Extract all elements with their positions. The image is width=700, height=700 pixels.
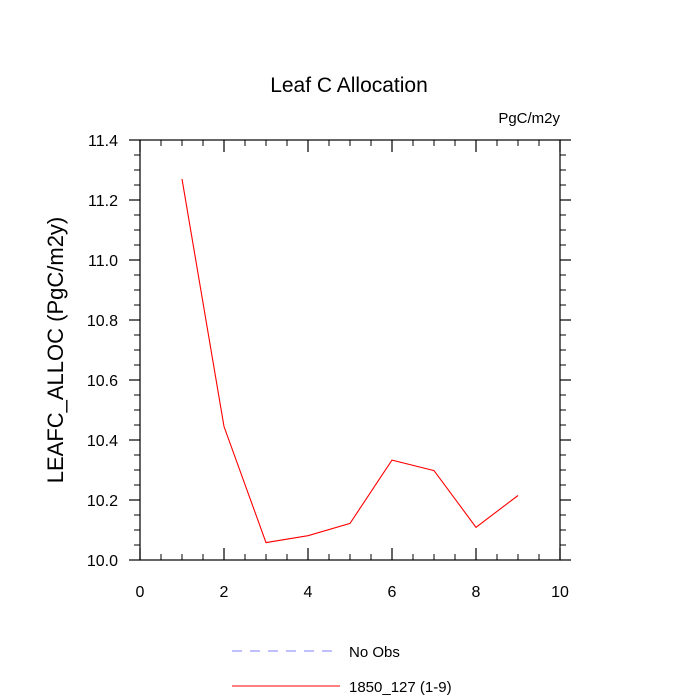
y-tick-label: 10.8 — [87, 313, 118, 330]
series-line — [181, 178, 519, 544]
y-tick-label: 11.0 — [88, 253, 118, 270]
y-tick-label: 10.2 — [87, 493, 118, 510]
y-tick-label: 11.4 — [88, 133, 118, 150]
plot-frame — [139, 139, 561, 561]
y-tick-label: 10.6 — [87, 373, 118, 390]
x-tick-label: 6 — [388, 584, 397, 601]
y-tick-label: 10.0 — [87, 553, 118, 570]
y-axis-label: LEAFC_ALLOC (PgC/m2y) — [43, 217, 68, 484]
x-tick-label: 0 — [136, 584, 145, 601]
y-tick-label: 11.2 — [88, 193, 118, 210]
legend-label: No Obs — [349, 644, 400, 661]
x-tick-label: 4 — [304, 584, 313, 601]
chart-title: Leaf C Allocation — [270, 74, 428, 97]
x-tick-label: 2 — [220, 584, 229, 601]
x-tick-label: 8 — [472, 584, 481, 601]
legend-label: 1850_127 (1-9) — [349, 679, 452, 696]
units-label: PgC/m2y — [498, 110, 560, 127]
x-tick-label: 10 — [551, 584, 569, 601]
y-tick-label: 10.4 — [87, 433, 118, 450]
